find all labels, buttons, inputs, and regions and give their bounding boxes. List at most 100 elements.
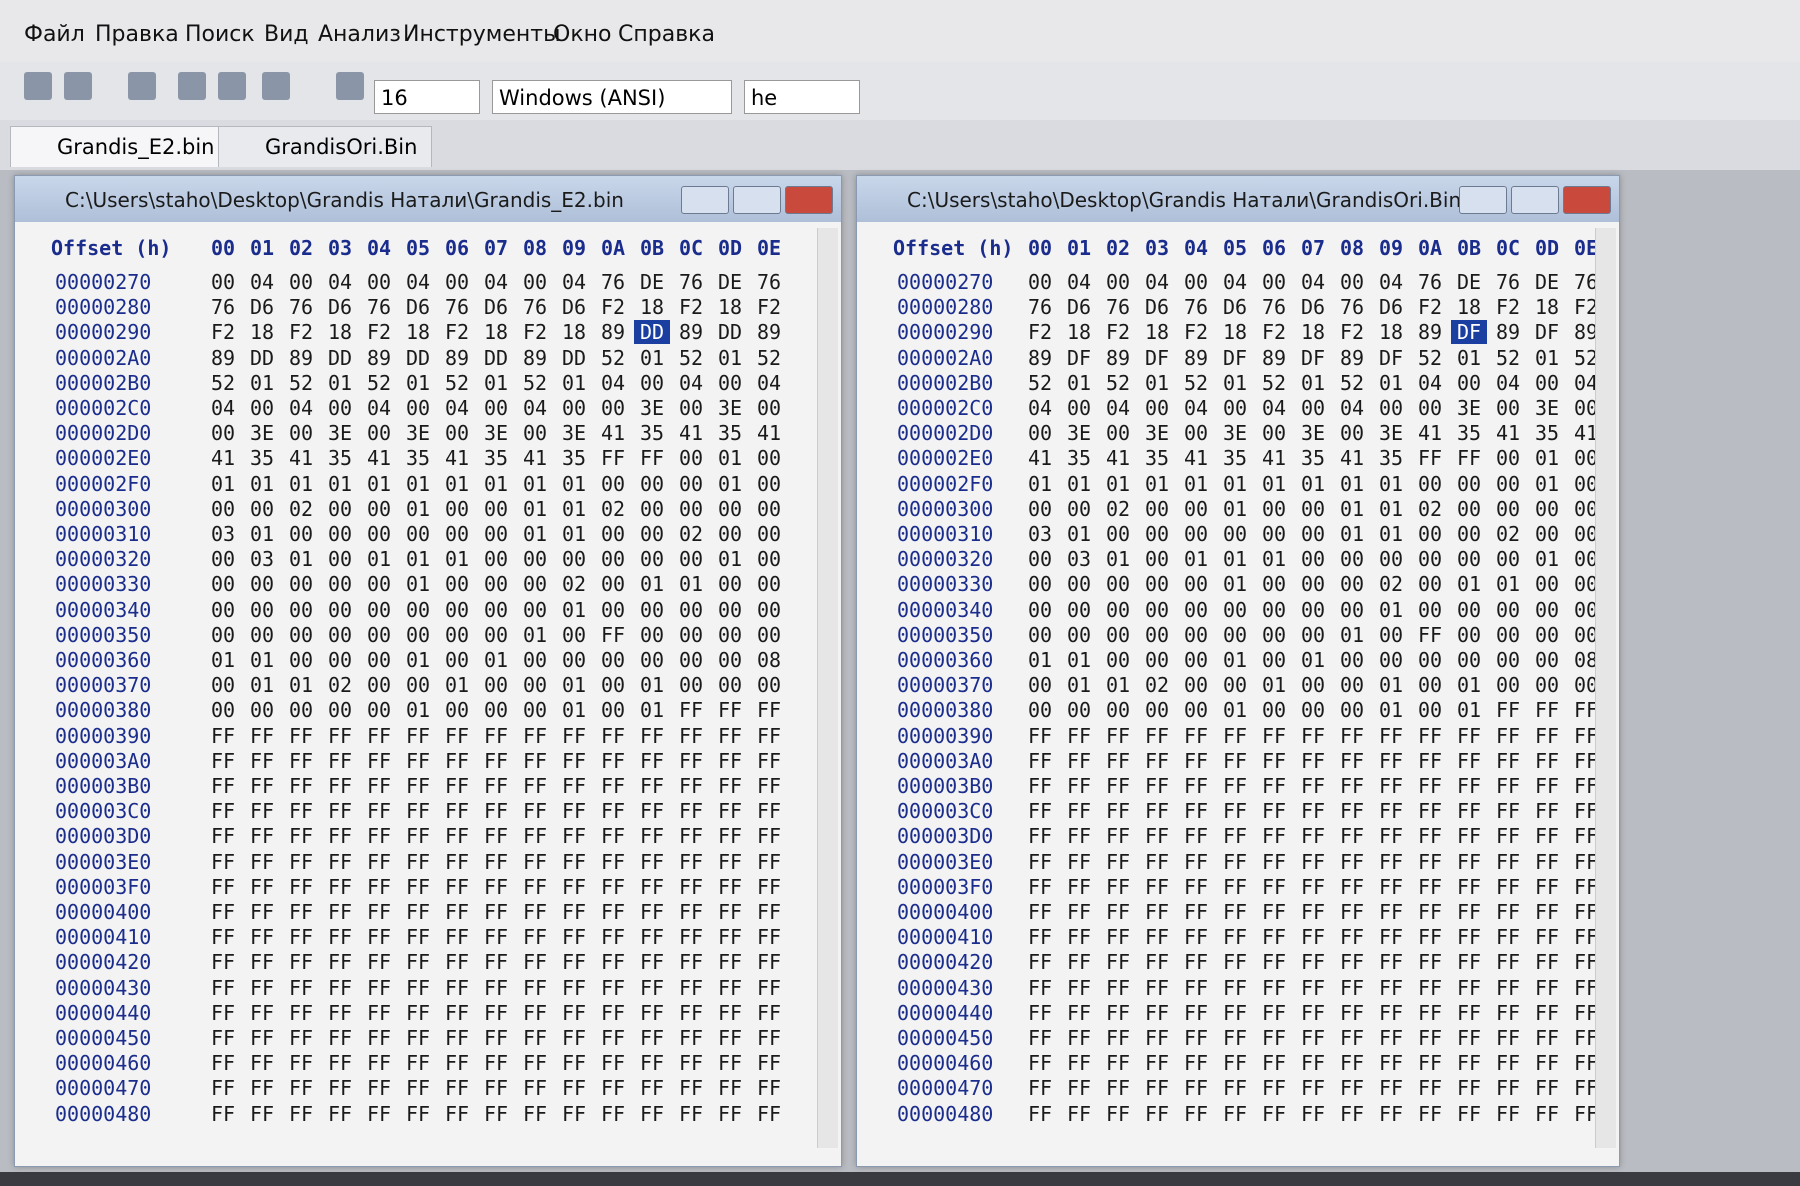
byte[interactable]: FF — [405, 1076, 431, 1101]
byte[interactable]: FF — [444, 900, 470, 924]
byte[interactable]: 01 — [1456, 345, 1482, 370]
bytes-per-row-select[interactable]: 16 — [374, 80, 480, 114]
byte[interactable]: FF — [561, 1076, 587, 1101]
byte[interactable]: 01 — [405, 648, 431, 672]
byte[interactable]: 04 — [249, 270, 275, 294]
byte[interactable]: 00 — [249, 597, 275, 622]
byte[interactable]: FF — [210, 849, 236, 874]
window-button[interactable] — [1511, 186, 1559, 214]
byte[interactable]: FF — [327, 824, 353, 849]
byte[interactable]: FF — [366, 1076, 392, 1101]
byte[interactable]: FF — [1222, 774, 1248, 798]
byte[interactable]: 00 — [1027, 547, 1053, 572]
byte[interactable]: FF — [327, 925, 353, 950]
byte[interactable]: FF — [639, 849, 665, 874]
byte[interactable]: 00 — [288, 522, 314, 546]
byte[interactable]: FF — [1378, 1051, 1404, 1076]
byte[interactable]: 04 — [1378, 270, 1404, 294]
byte[interactable]: 76 — [1105, 295, 1131, 320]
byte[interactable]: FF — [1222, 849, 1248, 874]
byte[interactable]: FF — [1534, 748, 1560, 773]
byte[interactable]: FF — [600, 900, 626, 924]
byte[interactable]: FF — [561, 723, 587, 748]
byte[interactable]: FF — [1534, 1000, 1560, 1025]
byte[interactable]: FF — [483, 975, 509, 1000]
byte[interactable]: FF — [522, 950, 548, 975]
byte[interactable]: 04 — [678, 370, 704, 395]
byte[interactable]: FF — [1339, 975, 1365, 1000]
byte[interactable]: FF — [1573, 975, 1599, 1000]
byte[interactable]: 00 — [483, 673, 509, 698]
byte[interactable]: DF — [1451, 320, 1487, 345]
byte[interactable]: 00 — [1183, 648, 1209, 672]
byte[interactable]: FF — [522, 799, 548, 824]
byte[interactable]: 00 — [483, 496, 509, 521]
byte[interactable]: FF — [1144, 1000, 1170, 1025]
byte[interactable]: 41 — [1495, 421, 1521, 446]
byte[interactable]: FF — [249, 900, 275, 924]
byte[interactable]: 00 — [444, 496, 470, 521]
byte[interactable]: FF — [717, 698, 743, 723]
byte[interactable]: FF — [483, 900, 509, 924]
byte[interactable]: 00 — [288, 270, 314, 294]
window-button[interactable] — [1563, 186, 1611, 214]
byte[interactable]: FF — [639, 1101, 665, 1126]
byte[interactable]: FF — [1417, 975, 1443, 1000]
byte[interactable]: 00 — [327, 522, 353, 546]
byte[interactable]: 35 — [639, 421, 665, 446]
byte[interactable]: FF — [600, 1000, 626, 1025]
byte[interactable]: 41 — [600, 421, 626, 446]
byte[interactable]: 00 — [1183, 496, 1209, 521]
byte[interactable]: 35 — [327, 446, 353, 471]
byte[interactable]: 00 — [561, 547, 587, 572]
byte[interactable]: 00 — [288, 648, 314, 672]
byte[interactable]: F2 — [678, 295, 704, 320]
byte[interactable]: FF — [1105, 748, 1131, 773]
byte[interactable]: FF — [1300, 1000, 1326, 1025]
byte[interactable]: FF — [1417, 1051, 1443, 1076]
byte[interactable]: 01 — [1222, 648, 1248, 672]
byte[interactable]: 01 — [1261, 547, 1287, 572]
byte[interactable]: 00 — [1495, 496, 1521, 521]
byte[interactable]: FF — [1261, 1026, 1287, 1050]
byte[interactable]: FF — [327, 1051, 353, 1076]
byte[interactable]: 00 — [1261, 698, 1287, 723]
byte[interactable]: 01 — [327, 471, 353, 496]
byte[interactable]: 00 — [483, 572, 509, 597]
byte[interactable]: FF — [327, 723, 353, 748]
byte[interactable]: 01 — [1534, 446, 1560, 471]
byte[interactable]: 41 — [678, 421, 704, 446]
byte[interactable]: FF — [1417, 849, 1443, 874]
byte[interactable]: 00 — [1183, 673, 1209, 698]
byte[interactable]: FF — [288, 1000, 314, 1025]
byte[interactable]: FF — [366, 723, 392, 748]
byte[interactable]: 00 — [1339, 572, 1365, 597]
byte[interactable]: FF — [1417, 1000, 1443, 1025]
byte[interactable]: 89 — [522, 345, 548, 370]
byte[interactable]: FF — [1261, 925, 1287, 950]
byte[interactable]: FF — [444, 1076, 470, 1101]
byte[interactable]: 01 — [678, 572, 704, 597]
menu-item[interactable]: Инструменты — [403, 22, 561, 47]
byte[interactable]: FF — [756, 950, 782, 975]
byte[interactable]: DE — [1456, 270, 1482, 294]
byte[interactable]: 04 — [327, 270, 353, 294]
byte[interactable]: FF — [249, 824, 275, 849]
byte[interactable]: FF — [1261, 975, 1287, 1000]
byte[interactable]: FF — [600, 799, 626, 824]
byte[interactable]: 00 — [366, 421, 392, 446]
byte[interactable]: 00 — [1261, 622, 1287, 647]
byte[interactable]: FF — [1573, 1000, 1599, 1025]
byte[interactable]: D6 — [561, 295, 587, 320]
byte[interactable]: FF — [1534, 925, 1560, 950]
byte[interactable]: 01 — [522, 522, 548, 546]
byte[interactable]: FF — [522, 1000, 548, 1025]
byte[interactable]: FF — [756, 723, 782, 748]
byte[interactable]: DD — [327, 345, 353, 370]
byte[interactable]: FF — [1534, 849, 1560, 874]
byte[interactable]: FF — [1261, 1051, 1287, 1076]
byte[interactable]: FF — [327, 1076, 353, 1101]
byte[interactable]: 01 — [717, 547, 743, 572]
byte[interactable]: 00 — [1300, 673, 1326, 698]
byte[interactable]: 52 — [1417, 345, 1443, 370]
